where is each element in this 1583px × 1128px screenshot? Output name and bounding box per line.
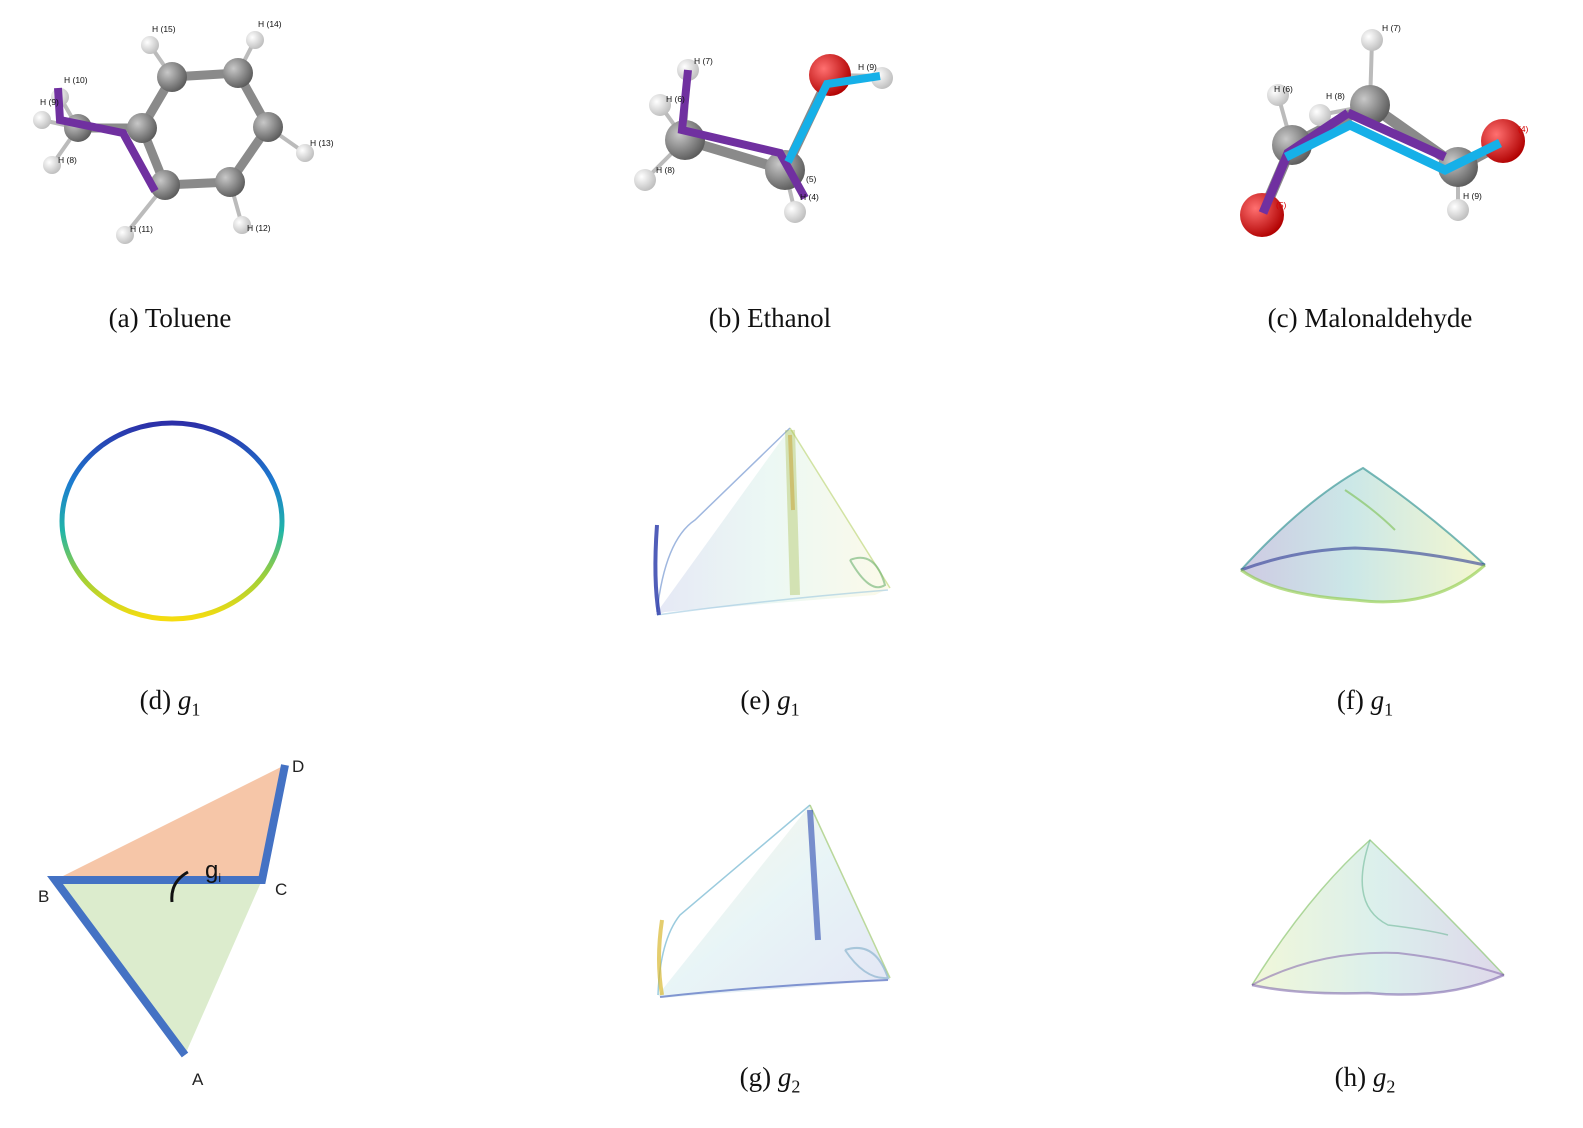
panel-e-embedding bbox=[645, 420, 900, 625]
caption-e: (e) g1 bbox=[740, 685, 800, 720]
label-d: D bbox=[292, 757, 304, 776]
label-c: C bbox=[275, 880, 287, 899]
atom-label: H (10) bbox=[64, 75, 88, 85]
tetrahedron-embedding-plot bbox=[653, 427, 891, 616]
atom-label: H (14) bbox=[258, 19, 282, 29]
caption-a: (a) Toluene bbox=[108, 303, 232, 333]
panel-d-embedding bbox=[55, 415, 295, 630]
atom-label: H (8) bbox=[1326, 91, 1345, 101]
atom-label: H (4) bbox=[800, 192, 819, 202]
atom-label: H (12) bbox=[247, 223, 271, 233]
ethanol-molecule: H (7) H (6) H (9) H (8) (5) H (4) bbox=[634, 54, 893, 223]
atom-label: H (9) bbox=[40, 97, 59, 107]
atom-label: H (11) bbox=[130, 224, 153, 234]
panel-g-embedding bbox=[650, 800, 895, 1005]
atom-label: (5) bbox=[1276, 200, 1287, 210]
panel-malonaldehyde: H (7) H (6) H (8) H (9) (4) (5) bbox=[1220, 15, 1540, 250]
torsion-angle-diagram: B C D A gi bbox=[38, 757, 304, 1089]
torsion-bond-path-purple bbox=[677, 69, 809, 200]
atom-label: H (8) bbox=[656, 165, 675, 175]
toluene-molecule: H (15) H (14) H (10) H (9) H (8) H (13) … bbox=[33, 19, 334, 244]
green-plane bbox=[55, 880, 262, 1055]
panel-toluene: H (15) H (14) H (10) H (9) H (8) H (13) … bbox=[20, 15, 350, 250]
atom-label: H (8) bbox=[58, 155, 77, 165]
circle-embedding-plot bbox=[59, 420, 285, 622]
atom-label: H (7) bbox=[1382, 23, 1401, 33]
torsion-bond-path-cyan bbox=[784, 72, 881, 164]
panel-f-embedding bbox=[1235, 460, 1490, 610]
atom-label: H (6) bbox=[1274, 84, 1293, 94]
caption-g: (g) g2 bbox=[739, 1062, 801, 1097]
panel-h-embedding bbox=[1248, 835, 1510, 1000]
atom-label: H (7) bbox=[694, 56, 713, 66]
atom-label: H (9) bbox=[1463, 191, 1482, 201]
atom-label: H (9) bbox=[858, 62, 877, 72]
label-gi: gi bbox=[205, 857, 221, 885]
caption-b: (b) Ethanol bbox=[708, 303, 832, 333]
torsion-bond-path-purple-2 bbox=[1346, 108, 1447, 162]
torsion-bond-path bbox=[54, 87, 159, 193]
torsion-bond-path-cyan bbox=[1283, 119, 1502, 175]
atom-label: (5) bbox=[806, 174, 817, 184]
orange-plane bbox=[55, 765, 285, 880]
caption-c: (c) Malonaldehyde bbox=[1267, 303, 1473, 333]
tetrahedron-embedding-plot-g2 bbox=[657, 804, 891, 998]
label-a: A bbox=[192, 1070, 204, 1089]
caption-d: (d) g1 bbox=[139, 685, 201, 720]
panel-torsion-diagram: B C D A gi bbox=[30, 750, 330, 1095]
cone-embedding-plot bbox=[1240, 466, 1487, 604]
angle-arc bbox=[170, 870, 189, 903]
atom-label: H (6) bbox=[666, 94, 685, 104]
atom-label: H (15) bbox=[152, 24, 176, 34]
label-b: B bbox=[38, 887, 49, 906]
caption-f: (f) g1 bbox=[1336, 685, 1394, 720]
bond-chain bbox=[47, 764, 289, 1058]
atom-label: H (13) bbox=[310, 138, 334, 148]
cone-embedding-plot-g2 bbox=[1251, 838, 1505, 996]
atom-label: (4) bbox=[1518, 124, 1529, 134]
malonaldehyde-molecule: H (7) H (6) H (8) H (9) (4) (5) bbox=[1240, 23, 1529, 237]
panel-ethanol: H (7) H (6) H (9) H (8) (5) H (4) bbox=[620, 40, 920, 240]
caption-h: (h) g2 bbox=[1334, 1062, 1396, 1097]
